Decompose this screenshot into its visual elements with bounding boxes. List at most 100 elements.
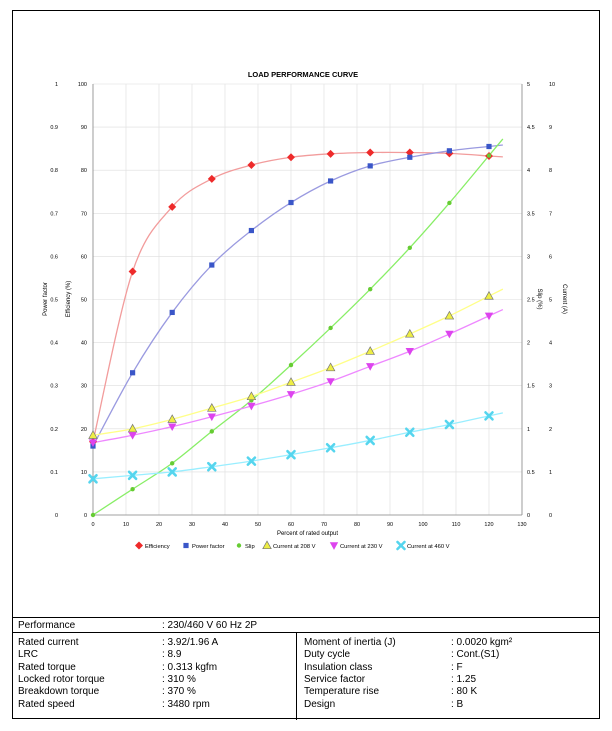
current-at-460-v-point: [207, 461, 217, 472]
right-spec-value: : 0.0020 kgm²: [451, 637, 513, 648]
efficiency-tick-label: 100: [78, 82, 87, 88]
efficiency-tick-label: 40: [81, 341, 87, 347]
current-at-460-v-point: [167, 467, 177, 477]
current-tick-label: 6: [549, 254, 552, 260]
right-spec-value: : F: [451, 661, 463, 673]
current-at-460-v-point: [444, 419, 455, 430]
current-at-208-v-point: [484, 290, 494, 300]
right-spec-value: : Cont.(S1): [451, 649, 500, 661]
x-tick-label: 120: [484, 522, 493, 528]
x-tick-label: 30: [189, 522, 195, 528]
efficiency-tick-label: 90: [81, 125, 87, 131]
power-factor-point: [209, 262, 215, 268]
slip-tick-label: 0.5: [527, 470, 535, 476]
current-at-460-v-point-stroke: [484, 411, 494, 421]
x-tick-label: 50: [255, 522, 261, 528]
current-at-230-v-point: [128, 432, 137, 440]
left-spec-label: LRC: [18, 649, 39, 661]
right-spec-label: Design: [304, 698, 336, 710]
power-factor-point: [367, 163, 373, 169]
power-factor-point: [328, 178, 334, 184]
current-at-230-v-point: [168, 423, 177, 432]
right-spec-label: Insulation class: [304, 661, 373, 673]
current-at-230-v-point: [207, 413, 216, 422]
current-at-460-v-point: [325, 442, 336, 453]
efficiency-point: [366, 148, 375, 157]
right-spec-label: Moment of inertia (J): [304, 637, 396, 648]
current-at-230-v-point: [405, 348, 414, 356]
right-spec-value: : 1.25: [451, 673, 477, 685]
left-spec-label: Locked rotor torque: [18, 673, 105, 685]
current-at-208-v-point: [325, 362, 336, 372]
current-tick-label: 2: [549, 427, 552, 433]
x-tick-label: 90: [387, 522, 393, 528]
slip-tick-label: 4.5: [527, 125, 535, 131]
power-factor-tick-label: 0.6: [50, 254, 58, 260]
left-spec-label: Rated current: [18, 637, 79, 648]
slip-point: [328, 325, 333, 331]
left-spec-label: Breakdown torque: [18, 686, 100, 698]
power-factor-point: [130, 370, 136, 376]
current-at-230-v-point: [286, 391, 296, 399]
current-at-460-v-curve: [92, 412, 503, 480]
power-factor-tick-label: 0.9: [50, 125, 58, 131]
current-tick-label: 0: [549, 513, 552, 519]
current-at-460-v-point: [365, 435, 376, 446]
current-at-460-v-point-stroke: [167, 467, 177, 477]
left-spec-label: Rated torque: [18, 661, 76, 673]
slip-tick-label: 5: [527, 82, 530, 88]
slip-legend-label: Slip: [245, 544, 255, 550]
power-factor-tick-label: 0.1: [50, 470, 58, 476]
power-factor-point: [288, 199, 294, 206]
power-factor-legend-swatch: [183, 542, 189, 549]
slip-point: [130, 486, 135, 492]
x-tick-label: 10: [123, 522, 129, 528]
current-at-208-v-point: [207, 402, 217, 412]
efficiency-point: [247, 161, 256, 170]
efficiency-point: [405, 148, 414, 157]
right-spec-label: Service factor: [304, 673, 366, 685]
slip-point: [170, 461, 175, 466]
current-at-460-v-point-stroke: [207, 461, 217, 472]
performance-label: Performance: [18, 620, 76, 631]
slip-point: [368, 286, 373, 292]
current-at-460-v-point: [484, 411, 494, 421]
performance-row: Performance : 230/460 V 60 Hz 2P: [12, 618, 600, 633]
page-frame: [12, 10, 600, 719]
x-tick-label: 60: [288, 522, 294, 528]
x-tick-label: 70: [321, 522, 327, 528]
right-spec-value: : 80 K: [451, 686, 478, 698]
x-tick-label: 20: [156, 522, 162, 528]
x-tick-label: 110: [452, 522, 461, 528]
current-at-460-v-point-stroke: [404, 427, 415, 438]
efficiency-point: [128, 267, 137, 276]
current-at-460-v-point-stroke: [365, 435, 376, 446]
power-factor-tick-label: 0.5: [50, 298, 58, 304]
power-factor-tick-label: 0: [55, 513, 58, 519]
efficiency-point: [207, 174, 216, 183]
chart-grid: [92, 83, 523, 516]
current-tick-label: 8: [549, 168, 552, 174]
current-axis-title: Current (A): [561, 284, 567, 314]
current-at-230-v-point: [445, 330, 454, 339]
left-spec-value: : 3480 rpm: [162, 698, 210, 710]
current-at-208-v-point: [127, 423, 138, 433]
right-spec-label: Duty cycle: [304, 649, 351, 661]
efficiency-point: [287, 153, 295, 162]
current-at-460-v-point-stroke: [286, 449, 296, 460]
current-at-460-v-point: [127, 470, 138, 481]
current-at-208-v-point: [286, 377, 296, 386]
current-at-208-v-point: [88, 430, 98, 439]
x-tick-label: 0: [91, 522, 94, 528]
power-factor-tick-label: 0.4: [50, 341, 58, 347]
current-at-230-v-point: [484, 312, 494, 321]
right-spec-value: : B: [451, 698, 464, 710]
current-at-460-v-point: [404, 427, 415, 438]
current-at-460-v-point-stroke: [246, 456, 257, 466]
current-at-460-v-point: [286, 449, 296, 460]
power-factor-axis-title: Power factor: [43, 282, 49, 316]
efficiency-tick-label: 50: [81, 298, 87, 304]
x-tick-label: 130: [517, 522, 526, 528]
efficiency-tick-label: 10: [81, 470, 87, 476]
slip-axis-title: Slip (%): [536, 288, 542, 309]
